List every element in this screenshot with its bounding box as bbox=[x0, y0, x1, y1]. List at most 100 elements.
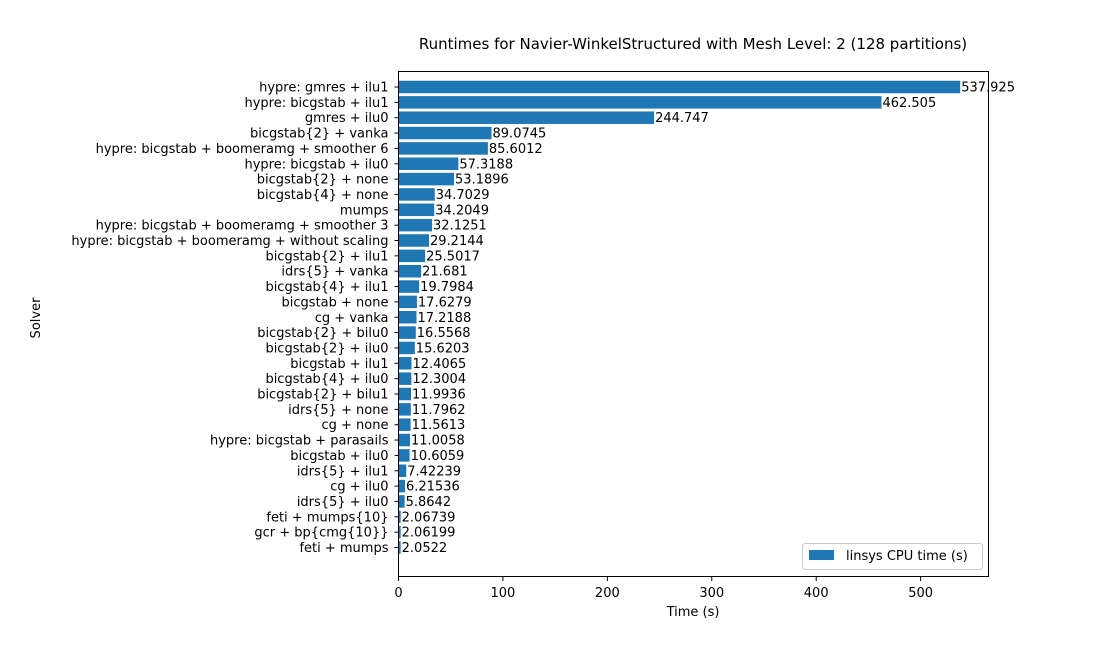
y-tick-label: bicgstab{4} + ilu0 bbox=[265, 372, 388, 387]
bar bbox=[398, 80, 961, 94]
x-tick-label: 100 bbox=[491, 586, 516, 601]
value-label: 2.06739 bbox=[402, 510, 456, 525]
bar bbox=[398, 280, 420, 293]
value-label: 12.4065 bbox=[412, 357, 466, 372]
value-label: 462.505 bbox=[882, 96, 936, 111]
bar bbox=[398, 341, 415, 355]
y-tick-label: gcr + bp{cmg{10}} bbox=[254, 526, 388, 541]
value-labels-group: 537.925462.505244.74789.074585.601257.31… bbox=[402, 81, 1015, 557]
y-tick-label: hypre: bicgstab + boomeramg + without sc… bbox=[71, 234, 388, 249]
value-label: 85.6012 bbox=[489, 142, 543, 157]
bar bbox=[398, 433, 410, 447]
bar bbox=[398, 218, 433, 232]
bar bbox=[398, 541, 401, 554]
x-tick-label: 200 bbox=[595, 586, 620, 601]
value-label: 25.5017 bbox=[426, 249, 480, 264]
bar bbox=[398, 525, 401, 539]
value-label: 6.21536 bbox=[406, 480, 460, 495]
bar bbox=[398, 295, 417, 309]
x-axis-ticks: 0 100 200 300 400 500 bbox=[394, 576, 933, 601]
bar bbox=[398, 96, 882, 109]
y-tick-label: hypre: bicgstab + boomeramg + smoother 6 bbox=[96, 142, 389, 157]
bar bbox=[398, 111, 655, 124]
y-tick-label: bicgstab{2} + ilu1 bbox=[265, 249, 388, 264]
y-tick-label: idrs{5} + vanka bbox=[281, 265, 388, 280]
legend-label: linsys CPU time (s) bbox=[846, 549, 968, 564]
y-tick-label: bicgstab{4} + none bbox=[257, 188, 389, 203]
value-label: 53.1896 bbox=[455, 173, 509, 188]
bar bbox=[398, 403, 411, 416]
y-tick-label: feti + mumps bbox=[299, 541, 388, 556]
bar bbox=[398, 372, 412, 385]
y-tick-label: bicgstab{4} + ilu1 bbox=[265, 280, 388, 295]
value-label: 12.3004 bbox=[412, 372, 466, 387]
bar bbox=[398, 464, 407, 477]
value-label: 11.5613 bbox=[412, 418, 466, 433]
y-tick-label: idrs{5} + ilu1 bbox=[297, 464, 389, 479]
value-label: 244.747 bbox=[655, 111, 709, 126]
y-tick-label: cg + vanka bbox=[315, 311, 389, 326]
bar bbox=[398, 510, 401, 524]
plot-frame bbox=[398, 71, 989, 577]
bar bbox=[398, 234, 430, 247]
y-tick-label: idrs{5} + ilu0 bbox=[297, 495, 389, 510]
value-label: 11.7962 bbox=[412, 403, 466, 418]
value-label: 2.06199 bbox=[402, 526, 456, 541]
bar bbox=[398, 326, 416, 339]
value-label: 7.42239 bbox=[407, 464, 461, 479]
bar bbox=[398, 311, 417, 324]
bars-group bbox=[398, 80, 961, 554]
value-label: 57.3188 bbox=[459, 157, 513, 172]
value-label: 16.5568 bbox=[417, 326, 471, 341]
y-tick-label: hypre: bicgstab + parasails bbox=[210, 434, 389, 449]
y-tick-label: hypre: bicgstab + ilu1 bbox=[245, 96, 389, 111]
bar bbox=[398, 418, 411, 431]
y-tick-label: bicgstab{2} + bilu1 bbox=[257, 388, 388, 403]
y-tick-label: hypre: bicgstab + ilu0 bbox=[245, 157, 389, 172]
y-tick-label: hypre: gmres + ilu1 bbox=[259, 81, 388, 96]
y-tick-label: bicgstab + ilu1 bbox=[290, 357, 388, 372]
value-label: 15.6203 bbox=[416, 341, 470, 356]
value-label: 32.1251 bbox=[433, 219, 487, 234]
y-tick-label: cg + none bbox=[322, 418, 389, 433]
value-label: 21.681 bbox=[422, 265, 468, 280]
value-label: 89.0745 bbox=[493, 127, 547, 142]
value-label: 19.7984 bbox=[420, 280, 474, 295]
bar bbox=[398, 142, 488, 155]
bar bbox=[398, 479, 405, 493]
x-tick-label: 300 bbox=[699, 586, 724, 601]
y-tick-label: bicgstab{2} + vanka bbox=[250, 127, 389, 142]
bar bbox=[398, 387, 412, 401]
value-label: 34.7029 bbox=[436, 188, 490, 203]
x-tick-label: 0 bbox=[394, 586, 402, 601]
value-label: 34.2049 bbox=[435, 203, 489, 218]
bar bbox=[398, 188, 435, 201]
y-tick-label: bicgstab + ilu0 bbox=[290, 449, 388, 464]
bar bbox=[398, 249, 426, 263]
x-tick-label: 500 bbox=[908, 586, 933, 601]
value-label: 29.2144 bbox=[430, 234, 484, 249]
value-label: 11.0058 bbox=[411, 434, 465, 449]
y-tick-label: feti + mumps{10} bbox=[266, 510, 388, 525]
bar bbox=[398, 157, 459, 170]
y-tick-label: bicgstab + none bbox=[282, 295, 389, 310]
y-tick-label: gmres + ilu0 bbox=[305, 111, 389, 126]
legend-swatch bbox=[809, 550, 834, 560]
bar bbox=[398, 495, 405, 508]
value-label: 5.8642 bbox=[406, 495, 452, 510]
bar bbox=[398, 126, 492, 140]
x-tick-label: 400 bbox=[804, 586, 829, 601]
y-tick-label: mumps bbox=[340, 203, 389, 218]
bar bbox=[398, 264, 422, 278]
y-tick-label: cg + ilu0 bbox=[330, 480, 388, 495]
y-tick-label: hypre: bicgstab + boomeramg + smoother 3 bbox=[96, 219, 389, 234]
x-axis-label: Time (s) bbox=[666, 605, 720, 620]
value-label: 10.6059 bbox=[411, 449, 465, 464]
value-label: 2.0522 bbox=[402, 541, 448, 556]
chart-title: Runtimes for Navier-WinkelStructured wit… bbox=[419, 35, 967, 53]
legend-frame bbox=[802, 543, 983, 570]
bar bbox=[398, 172, 455, 186]
y-tick-label: bicgstab{2} + ilu0 bbox=[265, 341, 388, 356]
